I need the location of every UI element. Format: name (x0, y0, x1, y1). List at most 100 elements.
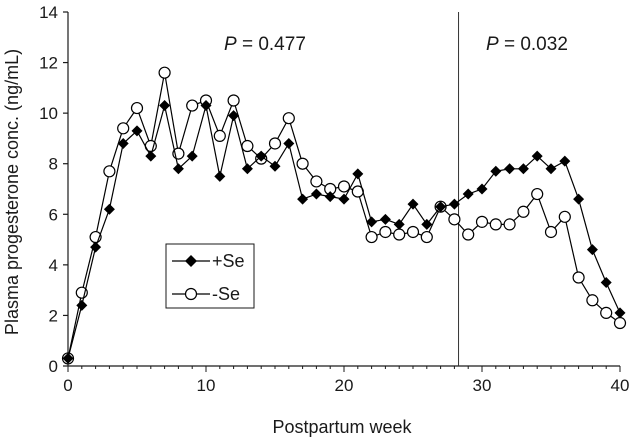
data-point-plus-se (324, 191, 336, 203)
x-tick-label: 0 (63, 376, 72, 395)
data-point-minus-se (393, 228, 406, 241)
data-point-plus-se (117, 137, 129, 149)
series-plus-se (62, 100, 626, 364)
legend-marker-plus-se (185, 255, 197, 267)
y-tick-label: 2 (49, 306, 58, 325)
data-point-plus-se (269, 160, 281, 172)
data-point-plus-se (172, 163, 184, 175)
data-point-minus-se (282, 112, 295, 125)
data-point-minus-se (227, 94, 240, 107)
x-tick-label: 20 (335, 376, 354, 395)
data-point-plus-se (255, 150, 267, 162)
p-value-annotation-late: P = 0.032 (486, 34, 568, 55)
x-axis-label: Postpartum week (272, 417, 412, 437)
legend-label-plus-se: +Se (212, 251, 245, 271)
data-point-minus-se (158, 66, 171, 79)
data-point-minus-se (420, 230, 433, 244)
data-point-minus-se (130, 101, 144, 115)
data-point-plus-se (490, 165, 502, 177)
x-ticks: 0 10 20 30 40 (63, 366, 629, 395)
data-point-plus-se (366, 216, 378, 228)
y-axis-label: Plasma progesterone conc. (ng/mL) (2, 49, 22, 335)
data-point-plus-se (476, 183, 488, 195)
data-point-minus-se (213, 129, 226, 142)
series-line-minus-se (67, 72, 621, 359)
data-point-plus-se (407, 198, 419, 210)
legend-box (165, 243, 255, 309)
data-point-plus-se (62, 352, 74, 364)
data-point-minus-se (296, 157, 309, 170)
y-tick-label: 8 (49, 155, 58, 174)
data-point-plus-se (379, 213, 391, 225)
data-point-minus-se (489, 218, 502, 231)
data-point-minus-se (462, 228, 475, 241)
data-point-plus-se (297, 193, 309, 205)
y-tick-label: 12 (39, 54, 58, 73)
data-point-plus-se (103, 203, 115, 215)
legend-label-minus-se: -Se (212, 284, 240, 304)
data-point-minus-se (531, 187, 544, 201)
series-minus-se (61, 66, 627, 365)
data-point-minus-se (475, 215, 489, 228)
series-layer (61, 66, 627, 365)
data-point-plus-se (517, 163, 529, 175)
data-point-plus-se (531, 150, 543, 162)
y-tick-label: 14 (39, 3, 58, 22)
data-point-minus-se (572, 271, 585, 284)
data-point-minus-se (268, 137, 282, 150)
y-tick-label: 6 (49, 205, 58, 224)
legend-marker-minus-se (184, 287, 198, 301)
y-tick-label: 10 (39, 104, 58, 123)
data-point-minus-se (310, 175, 323, 188)
plot-area: 0 2 4 6 8 10 12 14 0 10 20 30 40 (39, 3, 629, 395)
x-tick-label: 10 (197, 376, 216, 395)
data-point-plus-se (614, 307, 626, 319)
data-point-plus-se (600, 277, 612, 289)
data-point-plus-se (186, 150, 198, 162)
data-point-plus-se (338, 193, 350, 205)
x-tick-label: 40 (611, 376, 630, 395)
data-point-plus-se (559, 155, 571, 167)
data-point-minus-se (558, 210, 571, 223)
data-point-plus-se (586, 244, 598, 256)
y-ticks: 0 2 4 6 8 10 12 14 (39, 3, 68, 376)
data-point-plus-se (545, 163, 557, 175)
data-point-minus-se (517, 205, 530, 218)
data-point-plus-se (393, 218, 405, 230)
data-point-minus-se (544, 225, 558, 239)
data-point-plus-se (159, 100, 171, 112)
data-point-plus-se (421, 218, 433, 230)
data-point-plus-se (462, 188, 474, 200)
x-tick-label: 30 (473, 376, 492, 395)
y-tick-label: 4 (49, 256, 58, 275)
data-point-minus-se (600, 306, 613, 319)
data-point-plus-se (76, 299, 88, 311)
data-point-minus-se (365, 230, 378, 244)
data-point-plus-se (90, 241, 102, 253)
legend: +Se -Se (165, 243, 255, 309)
data-point-minus-se (241, 139, 254, 153)
data-point-plus-se (504, 163, 516, 175)
data-point-plus-se (283, 137, 295, 149)
data-point-plus-se (200, 100, 212, 112)
data-point-plus-se (573, 193, 585, 205)
data-point-minus-se (613, 316, 627, 330)
data-point-minus-se (117, 122, 130, 135)
data-point-minus-se (337, 180, 351, 193)
data-point-minus-se (406, 225, 420, 239)
data-point-minus-se (379, 225, 392, 239)
data-point-plus-se (145, 150, 157, 162)
data-point-plus-se (214, 170, 226, 182)
data-point-plus-se (448, 198, 460, 210)
data-point-minus-se (103, 165, 116, 178)
data-point-minus-se (186, 99, 199, 112)
data-point-plus-se (435, 201, 447, 213)
data-point-plus-se (352, 168, 364, 180)
data-point-plus-se (131, 125, 143, 137)
data-point-plus-se (310, 188, 322, 200)
y-tick-label: 0 (49, 357, 58, 376)
data-point-minus-se (503, 218, 516, 231)
p-value-annotation-early: P = 0.477 (224, 34, 306, 55)
data-point-minus-se (586, 294, 599, 307)
